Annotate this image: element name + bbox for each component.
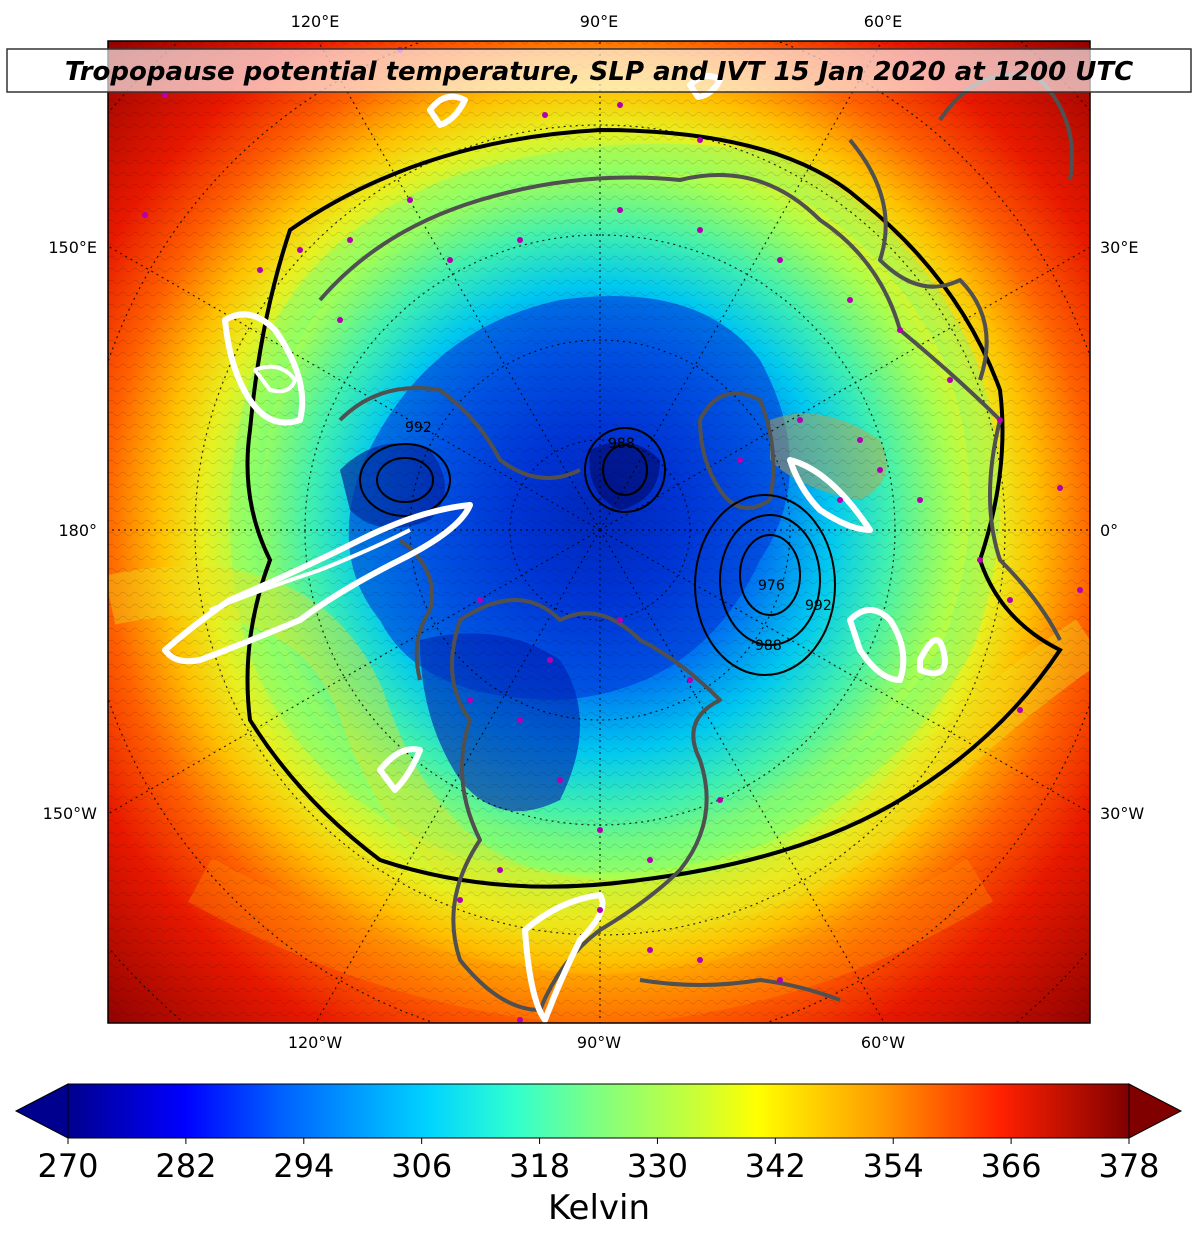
slp-contours (359, 427, 836, 676)
slp-contour-siberia-1 (376, 457, 434, 503)
map-frame (107, 40, 1091, 1024)
colorbar-tick-label: 342 (745, 1147, 806, 1185)
ivt-alaska (377, 746, 423, 793)
title-box: Tropopause potential temperature, SLP an… (6, 48, 1192, 93)
lon-label-right: 30°E (1100, 238, 1138, 257)
lon-label-left: 150°W (43, 804, 98, 823)
colorbar-tick-label: 378 (1098, 1147, 1159, 1185)
slp-contour-pole-2 (584, 427, 666, 513)
lon-label-top: 120°E (291, 12, 340, 31)
colorbar-extend-low (14, 1083, 69, 1139)
lon-label-top: 90°E (580, 12, 618, 31)
colorbar-tick-label: 354 (863, 1147, 924, 1185)
slp-label: 992 (405, 420, 432, 436)
lon-label-bottom: 60°W (861, 1033, 905, 1052)
slp-label: 988 (608, 436, 635, 452)
map-panel: 988 976 988 992 992 (108, 41, 1090, 1023)
lon-label-right: 0° (1100, 521, 1118, 540)
slp-contour-atlantic-2 (719, 514, 821, 646)
slp-label: 976 (758, 578, 785, 594)
slp-label: 992 (805, 598, 832, 614)
isentrope-texture (108, 41, 1090, 1023)
slp-contour-pole-1 (602, 444, 648, 496)
lat-circle-50 (194, 124, 1006, 936)
colorbar-tick-label: 270 (37, 1147, 98, 1185)
ivt-arctic-top (427, 93, 468, 128)
colorbar-body (67, 1083, 1130, 1139)
slp-contour-siberia-2 (359, 443, 451, 517)
lat-circle-70 (409, 339, 791, 721)
colorbar-extend-high (1128, 1083, 1183, 1139)
siberia-coast (338, 386, 581, 480)
station-markers (142, 47, 1083, 1023)
lon-label-top: 60°E (864, 12, 902, 31)
title-background (6, 48, 1192, 93)
slp-contour-atlantic-3 (694, 494, 836, 676)
colorbar-ticks: 270 282 294 306 318 330 342 354 366 378 (37, 1138, 1160, 1185)
ivt-greenland-south (787, 457, 873, 533)
colorbar-tick-label: 294 (273, 1147, 334, 1185)
alaska-coast (398, 538, 434, 681)
graticule (108, 41, 1090, 1023)
page-title: Tropopause potential temperature, SLP an… (65, 57, 1133, 87)
ivt-pacific-inner (209, 528, 411, 612)
lon-label-left: 150°E (48, 238, 97, 257)
lon-label-left: 180° (58, 521, 97, 540)
colorbar-label: Kelvin (548, 1188, 650, 1228)
colorbar: 270 282 294 306 318 330 342 354 366 378 Kelvin (14, 1083, 1183, 1228)
ivt-contours (162, 73, 948, 1023)
slp-labels: 988 976 988 992 992 (405, 420, 832, 654)
north-america-coast (450, 598, 722, 1012)
colorbar-tick-label: 330 (627, 1147, 688, 1185)
ivt-atlantic-triangle (917, 637, 948, 677)
greenland-coast (698, 391, 776, 510)
colorbar-tick-label: 366 (981, 1147, 1042, 1185)
slp-contour-atlantic-1 (739, 534, 801, 616)
ivt-gulf-mexico (522, 892, 606, 1023)
ivt-kamchatka (222, 311, 306, 426)
lon-label-bottom: 120°W (288, 1033, 343, 1052)
lon-labels: 120°E 90°E 60°E 120°W 90°W 60°W 150°E 18… (43, 12, 1145, 1052)
ivt-atmospheric-river-pacific (162, 502, 473, 665)
europe-coast (848, 138, 989, 381)
eurasia-coast (318, 173, 1062, 641)
lon-label-bottom: 90°W (577, 1033, 621, 1052)
ivt-kamchatka-inner (253, 364, 297, 394)
slp-label: 988 (755, 638, 782, 654)
caribbean (639, 978, 841, 1002)
colorbar-tick-label: 306 (391, 1147, 452, 1185)
ivt-atlantic-blob (847, 607, 907, 683)
colorbar-tick-label: 318 (509, 1147, 570, 1185)
colorbar-tick-label: 282 (155, 1147, 216, 1185)
lon-label-right: 30°W (1100, 804, 1144, 823)
